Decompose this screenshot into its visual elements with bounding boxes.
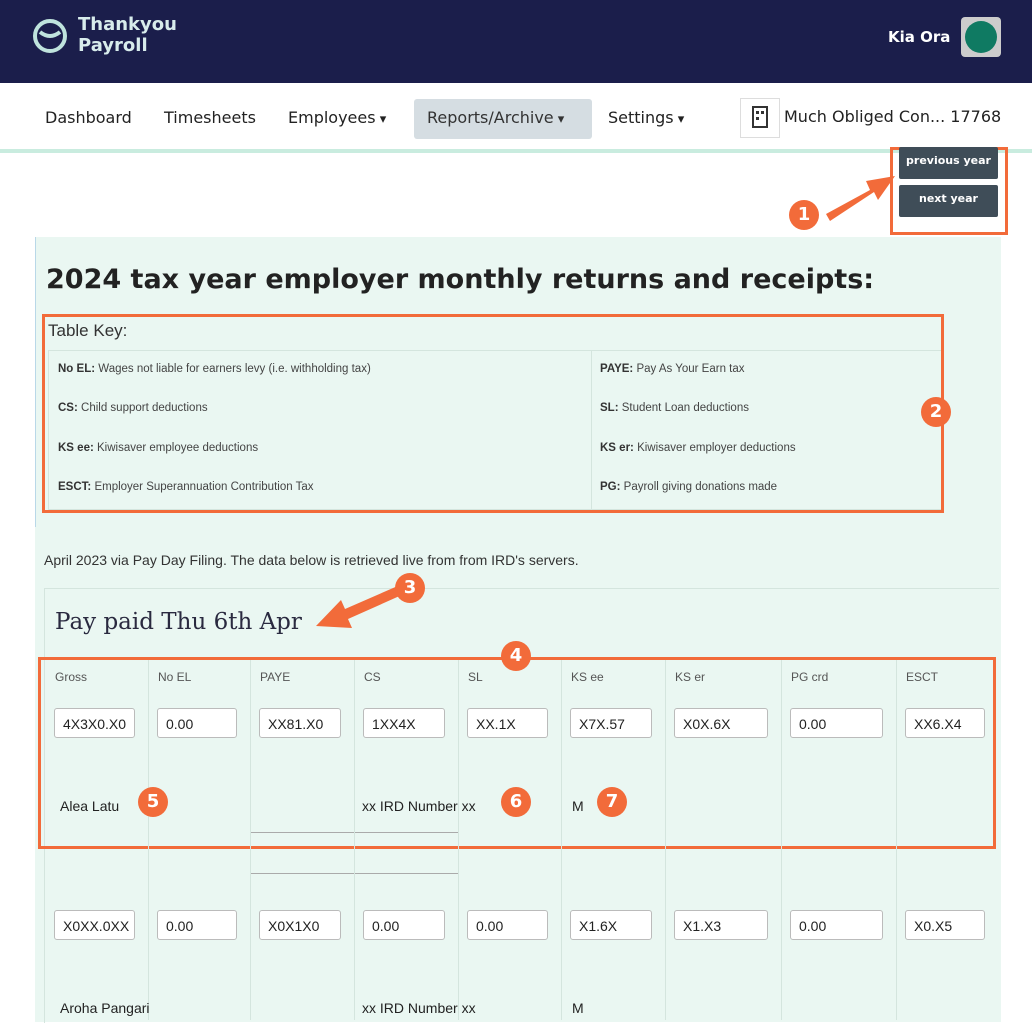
ird-number: xx IRD Number xx (362, 798, 476, 814)
intro-text: April 2023 via Pay Day Filing. The data … (44, 552, 579, 568)
callout-badge: 5 (138, 787, 168, 817)
amount-input[interactable]: X1.6X (570, 910, 652, 940)
nav-item[interactable]: Settings ▾ (608, 108, 685, 127)
key-term: PG: (600, 480, 621, 493)
nav-item[interactable]: Dashboard (45, 108, 132, 127)
key-desc: Pay As Your Earn tax (636, 363, 745, 375)
employee-name: Aroha Pangari (60, 1000, 150, 1016)
brand: Thankyou Payroll (78, 14, 177, 56)
amount-input[interactable]: X0X.6X (674, 708, 768, 738)
brand-line: Thankyou (78, 14, 177, 35)
key-term: KS ee: (58, 441, 94, 454)
key-term: PAYE: (600, 363, 634, 375)
top-bar: Thankyou Payroll Kia Ora (0, 0, 1032, 83)
amount-input[interactable]: X0X1X0 (259, 910, 341, 940)
key-desc: Kiwisaver employer deductions (637, 441, 796, 454)
key-term: SL: (600, 402, 619, 415)
year-button[interactable]: previous year (899, 147, 998, 179)
key-term: KS er: (600, 441, 634, 454)
page-heading: 2024 tax year employer monthly returns a… (46, 264, 875, 295)
key-desc: Student Loan deductions (621, 402, 749, 415)
column-header: PAYE (260, 670, 291, 684)
amount-input[interactable]: XX.1X (467, 708, 548, 738)
column-header: CS (364, 670, 381, 684)
column-border (250, 660, 251, 1020)
column-border (458, 660, 459, 1020)
company-name[interactable]: Much Obliged Con... 17768 (784, 107, 1002, 126)
key-desc: Wages not liable for earners levy (i.e. … (98, 363, 371, 375)
column-border (896, 660, 897, 1020)
amount-input[interactable]: X0XX.0XX (54, 910, 135, 940)
column-header: Gross (55, 670, 88, 684)
callout-badge: 2 (921, 397, 951, 427)
column-header: KS ee (571, 670, 604, 684)
user-name[interactable]: Kia Ora (888, 28, 951, 46)
column-border (665, 660, 666, 1020)
key-desc: Employer Superannuation Contribution Tax (94, 480, 314, 493)
column-border (148, 660, 149, 1020)
key-term: ESCT: (58, 480, 92, 493)
pay-card (44, 588, 999, 1023)
company-icon[interactable] (740, 98, 780, 138)
amount-input[interactable]: X0.X5 (905, 910, 985, 940)
callout-badge: 7 (597, 787, 627, 817)
employee-name: Alea Latu (60, 798, 120, 814)
amount-input[interactable]: 0.00 (157, 910, 237, 940)
amount-input[interactable]: 0.00 (467, 910, 548, 940)
column-header: PG crd (791, 670, 829, 684)
brand-line: Payroll (78, 35, 148, 56)
tax-code: M (572, 1000, 584, 1016)
avatar[interactable] (961, 17, 1001, 57)
callout-badge: 1 (789, 200, 819, 230)
key-item: KS ee: Kiwisaver employee deductions (58, 442, 258, 454)
amount-input[interactable]: XX81.X0 (259, 708, 341, 738)
key-term: No EL: (58, 363, 96, 375)
amount-input[interactable]: 0.00 (790, 708, 883, 738)
key-item: CS: Child support deductions (58, 402, 208, 414)
key-item: No EL: Wages not liable for earners levy… (58, 363, 371, 375)
column-border (561, 660, 562, 1020)
column-header: KS er (675, 670, 706, 684)
nav-active-bg (414, 99, 592, 139)
ird-number: xx IRD Number xx (362, 1000, 476, 1016)
amount-input[interactable]: 0.00 (157, 708, 237, 738)
column-header: SL (468, 670, 483, 684)
tax-code: M (572, 798, 584, 814)
callout-badge: 6 (501, 787, 531, 817)
nav-item[interactable]: Timesheets (164, 108, 256, 127)
key-term: CS: (58, 402, 78, 415)
column-border (354, 660, 355, 1020)
amount-input[interactable]: XX6.X4 (905, 708, 985, 738)
nav-item[interactable]: Employees ▾ (288, 108, 387, 127)
year-button[interactable]: next year (899, 185, 998, 217)
amount-input[interactable]: 0.00 (790, 910, 883, 940)
nav-item[interactable]: Reports/Archive ▾ (427, 108, 565, 127)
amount-input[interactable]: X7X.57 (570, 708, 652, 738)
amount-input[interactable]: 4X3X0.X0 (54, 708, 135, 738)
column-header: No EL (158, 670, 192, 684)
key-title: Table Key: (48, 321, 128, 340)
key-desc: Kiwisaver employee deductions (97, 441, 259, 454)
logo (33, 19, 67, 53)
key-item: SL: Student Loan deductions (600, 402, 749, 414)
key-item: PAYE: Pay As Your Earn tax (600, 363, 745, 375)
key-item: PG: Payroll giving donations made (600, 481, 777, 493)
column-border (781, 660, 782, 1020)
callout-badge: 4 (501, 641, 531, 671)
column-header: ESCT (906, 670, 939, 684)
callout-badge: 3 (395, 573, 425, 603)
pay-heading: Pay paid Thu 6th Apr (55, 609, 302, 635)
key-desc: Payroll giving donations made (623, 480, 778, 493)
amount-input[interactable]: 0.00 (363, 910, 445, 940)
amount-input[interactable]: X1.X3 (674, 910, 768, 940)
key-item: KS er: Kiwisaver employer deductions (600, 442, 796, 454)
amount-input[interactable]: 1XX4X (363, 708, 445, 738)
key-item: ESCT: Employer Superannuation Contributi… (58, 481, 314, 493)
key-desc: Child support deductions (81, 402, 208, 415)
